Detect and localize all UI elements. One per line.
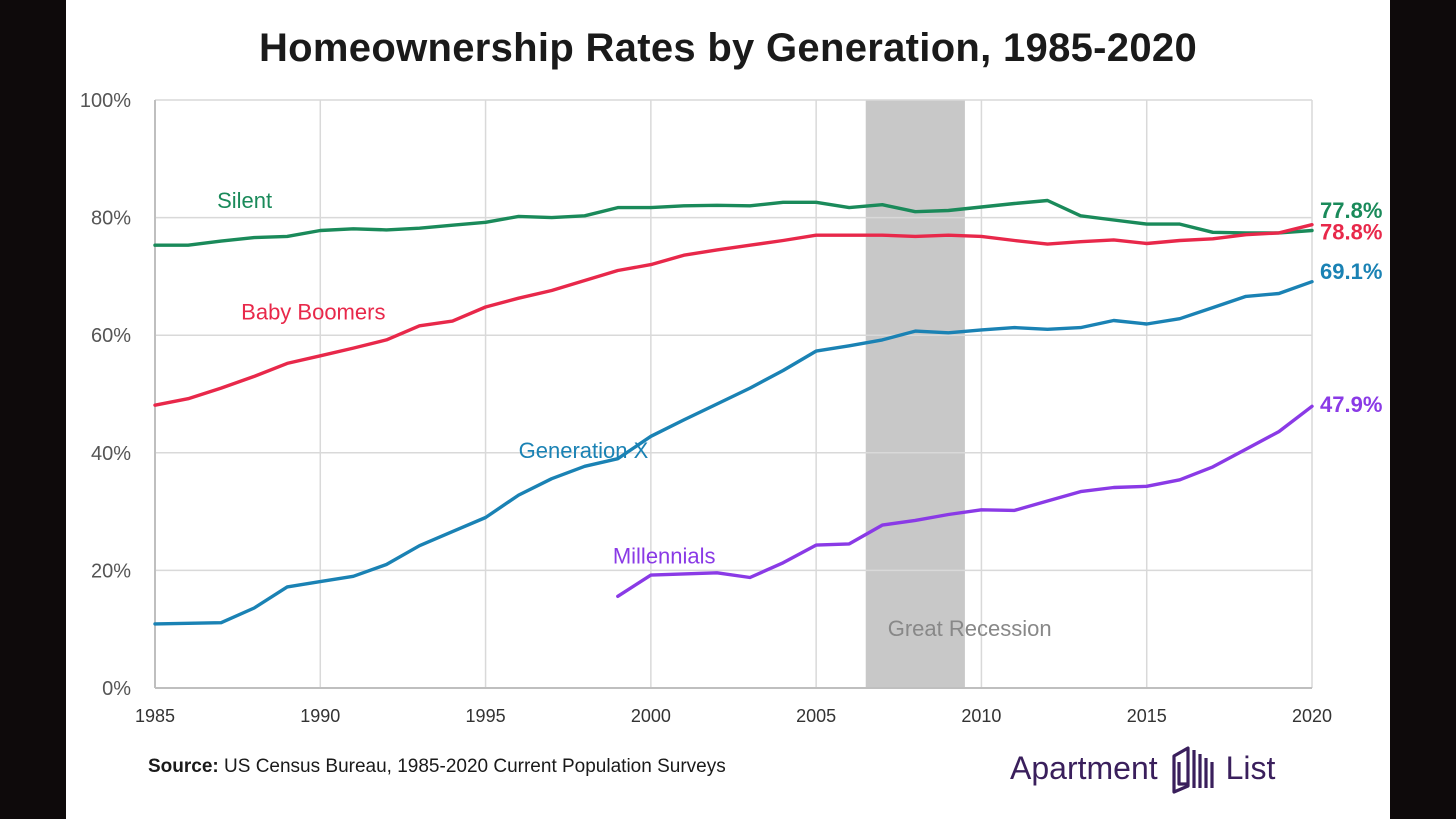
brand-name-left: Apartment bbox=[1010, 749, 1158, 786]
series-line-millennials bbox=[616, 404, 1314, 598]
y-tick-label: 20% bbox=[91, 560, 131, 582]
chart-title: Homeownership Rates by Generation, 1985-… bbox=[259, 26, 1197, 70]
source-note: Source: US Census Bureau, 1985-2020 Curr… bbox=[148, 756, 726, 778]
shaded-region bbox=[865, 100, 965, 688]
y-tick-label: 100% bbox=[80, 90, 131, 112]
shaded-region-label: Great Recession bbox=[888, 616, 1052, 641]
series-line-generation-x bbox=[153, 280, 1314, 626]
source-label: Source: bbox=[148, 756, 219, 777]
chart-panel: Homeownership Rates by Generation, 1985-… bbox=[66, 0, 1390, 819]
series-label-millennials: Millennials bbox=[613, 544, 716, 569]
x-tick-label: 2005 bbox=[796, 706, 836, 726]
series-label-baby-boomers: Baby Boomers bbox=[241, 300, 385, 325]
brand-logo: Apartment List bbox=[1010, 740, 1275, 796]
y-tick-label: 0% bbox=[102, 678, 131, 700]
x-tick-label: 1985 bbox=[135, 706, 175, 726]
x-tick-label: 1995 bbox=[466, 706, 506, 726]
y-tick-label: 60% bbox=[91, 325, 131, 347]
source-text: US Census Bureau, 1985-2020 Current Popu… bbox=[218, 756, 726, 777]
series-line-baby-boomers bbox=[153, 223, 1314, 407]
x-tick-label: 2020 bbox=[1292, 706, 1332, 726]
x-tick-label: 2000 bbox=[631, 706, 671, 726]
series-line-silent bbox=[153, 198, 1314, 247]
end-value-label-baby-boomers: 78.8% bbox=[1320, 220, 1382, 245]
series-label-silent: Silent bbox=[217, 188, 272, 213]
line-chart: 0% 20% 40% 60% 80% 100% 1985 1990 1995 2000 2005 20… bbox=[80, 90, 1383, 726]
y-tick-label: 80% bbox=[91, 208, 131, 230]
series-label-generation-x: Generation X bbox=[519, 438, 649, 463]
end-value-label-generation-x: 69.1% bbox=[1320, 259, 1382, 284]
building-logo-icon bbox=[1172, 746, 1214, 794]
y-tick-label: 40% bbox=[91, 443, 131, 465]
x-tick-label: 2015 bbox=[1127, 706, 1167, 726]
end-value-label-silent: 77.8% bbox=[1320, 198, 1382, 223]
end-value-label-millennials: 47.9% bbox=[1320, 392, 1382, 417]
x-tick-label: 2010 bbox=[961, 706, 1001, 726]
x-tick-label: 1990 bbox=[300, 706, 340, 726]
brand-name-right: List bbox=[1225, 749, 1276, 786]
